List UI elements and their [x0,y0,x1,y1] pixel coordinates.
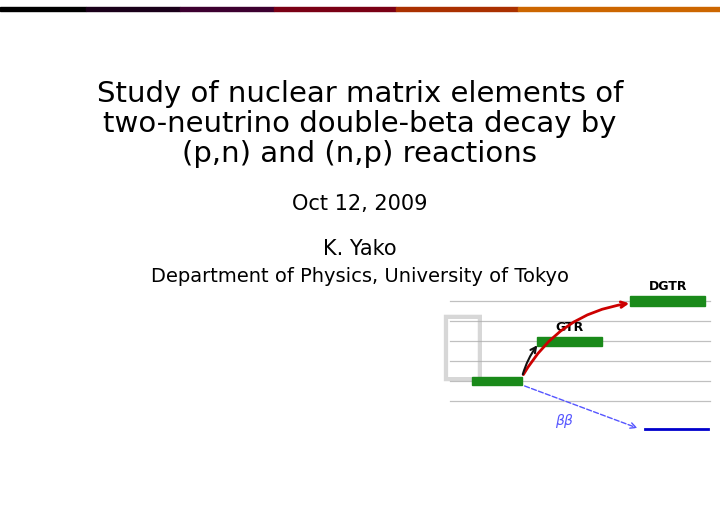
Text: two-neutrino double-beta decay by: two-neutrino double-beta decay by [103,110,617,138]
Text: 𝄞: 𝄞 [439,310,485,384]
Bar [180,7,274,11]
Bar [518,7,720,11]
Text: Department of Physics, University of Tokyo: Department of Physics, University of Tok… [151,268,569,287]
Text: Study of nuclear matrix elements of: Study of nuclear matrix elements of [96,80,624,108]
Bar [396,7,518,11]
Text: GTR: GTR [555,321,583,334]
Bar [537,337,602,346]
Bar [86,7,180,11]
Bar [630,296,705,306]
Text: (p,n) and (n,p) reactions: (p,n) and (n,p) reactions [182,140,538,168]
Bar [472,377,522,385]
Bar [274,7,396,11]
Text: $\beta\beta$: $\beta\beta$ [555,412,575,430]
Bar [0,7,86,11]
Text: DGTR: DGTR [649,280,688,293]
Text: Oct 12, 2009: Oct 12, 2009 [292,194,428,214]
Text: K. Yako: K. Yako [323,239,397,259]
